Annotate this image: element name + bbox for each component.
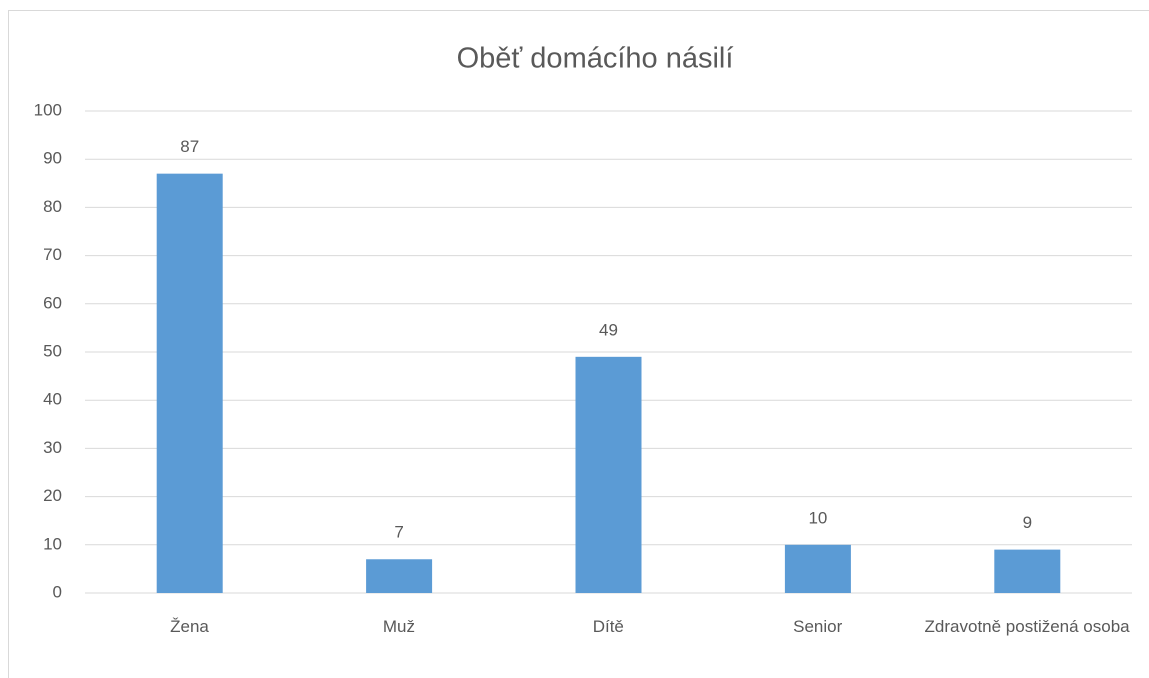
data-label: 10 <box>808 508 827 527</box>
y-tick-label: 50 <box>43 341 62 360</box>
x-tick-label: Senior <box>793 617 843 636</box>
bar <box>156 173 223 593</box>
x-tick-label: Zdravotně postižená osoba <box>924 617 1130 636</box>
y-tick-label: 100 <box>34 100 62 119</box>
y-tick-label: 30 <box>43 438 62 457</box>
y-tick-label: 10 <box>43 534 62 553</box>
x-tick-label: Žena <box>170 617 209 636</box>
data-label: 87 <box>180 137 199 156</box>
y-tick-label: 90 <box>43 149 62 168</box>
y-tick-label: 70 <box>43 245 62 264</box>
x-tick-label: Muž <box>382 617 415 636</box>
chart-border <box>8 10 1149 678</box>
bar <box>575 356 642 593</box>
data-label: 9 <box>1023 513 1032 532</box>
data-label: 7 <box>394 523 403 542</box>
data-label: 49 <box>599 320 618 339</box>
chart-title: Oběť domácího násilí <box>457 43 734 75</box>
y-tick-label: 60 <box>43 293 62 312</box>
y-tick-label: 0 <box>53 582 62 601</box>
x-tick-label: Dítě <box>592 617 624 636</box>
bar <box>784 544 851 593</box>
bar <box>366 559 433 593</box>
bar <box>994 549 1061 593</box>
y-tick-label: 80 <box>43 197 62 216</box>
y-tick-label: 20 <box>43 486 62 505</box>
y-tick-label: 40 <box>43 390 62 409</box>
